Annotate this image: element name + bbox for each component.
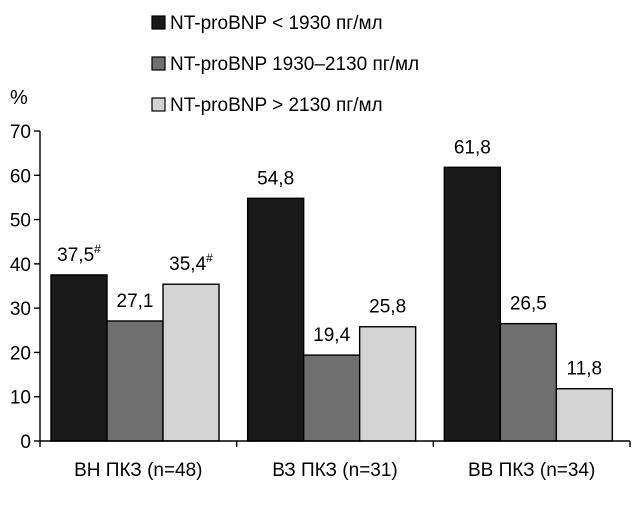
legend-swatch-1 [151, 15, 166, 30]
data-label-value: 11,8 [567, 359, 603, 380]
data-label: 27,1 [117, 291, 154, 312]
y-tick-label: 40 [10, 255, 31, 276]
y-tick-label: 50 [10, 211, 31, 232]
y-axis-label: % [10, 87, 28, 109]
x-tick-label: ВН ПКЗ (n=48) [74, 460, 202, 481]
bar-s1-2 [246, 197, 305, 442]
y-tick-label: 20 [10, 343, 31, 364]
y-tick-label: 30 [10, 299, 31, 320]
bar-s2-2 [302, 354, 361, 442]
y-tick-label: 60 [10, 166, 31, 187]
data-label-mark: # [206, 251, 213, 265]
legend-swatch-3 [151, 97, 166, 112]
y-tick-label: 10 [10, 388, 31, 409]
data-label: 11,8 [567, 359, 603, 380]
data-label: 54,8 [257, 168, 294, 189]
data-label-value: 61,8 [454, 137, 491, 158]
x-tick-label: ВЗ ПКЗ (n=31) [272, 460, 398, 481]
data-label: 61,8 [454, 137, 491, 158]
data-label-value: 37,5 [57, 245, 94, 266]
y-tick-label: 0 [20, 432, 31, 453]
data-label: 37,5# [57, 242, 101, 266]
data-label-value: 54,8 [257, 168, 294, 189]
data-label-value: 25,8 [369, 297, 406, 318]
bar-s1-3 [443, 166, 502, 442]
data-label-value: 26,5 [510, 294, 547, 315]
data-label-value: 19,4 [313, 325, 350, 346]
data-label: 35,4# [169, 251, 213, 275]
bar-s3-3 [555, 388, 614, 442]
x-tick-label: ВВ ПКЗ (n=34) [468, 460, 595, 481]
bar-s1-1 [50, 274, 108, 442]
legend-swatch-2 [151, 56, 166, 71]
legend-label-1: NT-proBNP < 1930 пг/мл [170, 13, 383, 34]
data-label-mark: # [94, 242, 101, 256]
data-label: 26,5 [510, 294, 547, 315]
bar-s2-1 [106, 320, 164, 442]
data-label-value: 35,4 [169, 254, 206, 275]
legend-label-2: NT-proBNP 1930–2130 пг/мл [170, 54, 419, 75]
y-tick-label: 70 [10, 122, 31, 143]
data-label: 19,4 [313, 325, 350, 346]
data-label-value: 27,1 [117, 291, 154, 312]
legend-label-3: NT-proBNP > 2130 пг/мл [170, 95, 383, 116]
bar-s3-2 [358, 326, 417, 442]
data-label: 25,8 [369, 297, 406, 318]
bar-s2-3 [499, 322, 558, 442]
bar-s3-1 [162, 283, 220, 442]
